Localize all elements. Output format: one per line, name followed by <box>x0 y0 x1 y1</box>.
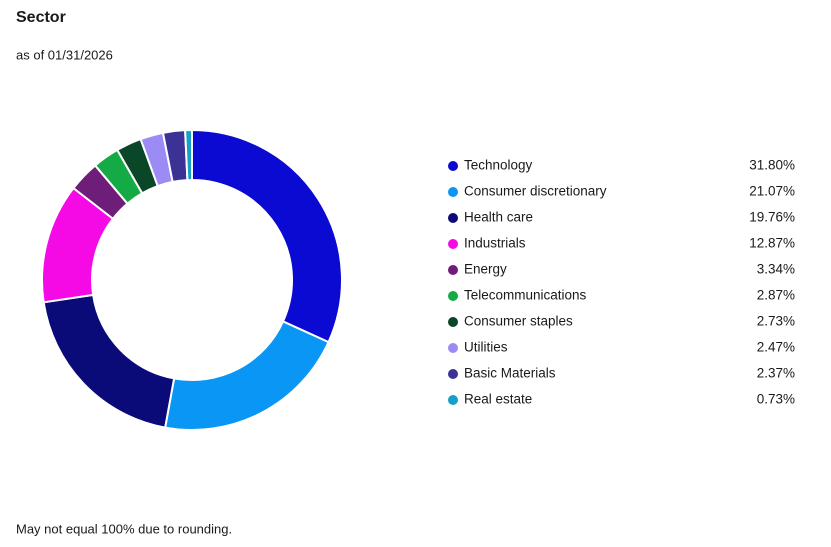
legend-value: 12.87% <box>749 236 795 251</box>
legend-label: Energy <box>464 262 507 277</box>
legend-label: Telecommunications <box>464 288 587 303</box>
legend-value: 21.07% <box>749 184 795 199</box>
legend-swatch <box>448 213 458 223</box>
legend-label: Real estate <box>464 392 532 407</box>
legend-value: 31.80% <box>749 158 795 173</box>
legend-label: Industrials <box>464 236 526 251</box>
legend-swatch <box>448 239 458 249</box>
donut-segment <box>184 129 193 182</box>
legend-label: Utilities <box>464 340 508 355</box>
legend-swatch <box>448 369 458 379</box>
legend-swatch <box>448 317 458 327</box>
donut-segment <box>191 129 343 344</box>
chart-note: May not equal 100% due to rounding. <box>16 521 232 536</box>
legend-swatch <box>448 395 458 405</box>
legend-label: Health care <box>464 210 533 225</box>
legend-value: 3.34% <box>757 262 795 277</box>
legend-value: 0.73% <box>757 392 795 407</box>
legend-value: 2.37% <box>757 366 795 381</box>
legend-value: 19.76% <box>749 210 795 225</box>
legend-value: 2.73% <box>757 314 795 329</box>
legend-swatch <box>448 291 458 301</box>
legend-label: Technology <box>464 158 533 173</box>
legend-swatch <box>448 265 458 275</box>
legend-value: 2.47% <box>757 340 795 355</box>
donut-segment <box>42 293 176 429</box>
donut-segment <box>164 320 330 431</box>
chart-subtitle: as of 01/31/2026 <box>16 47 113 62</box>
legend-label: Basic Materials <box>464 366 556 381</box>
legend-value: 2.87% <box>757 288 795 303</box>
legend-label: Consumer discretionary <box>464 184 607 199</box>
legend-swatch <box>448 161 458 171</box>
legend-swatch <box>448 187 458 197</box>
legend-swatch <box>448 343 458 353</box>
chart-title: Sector <box>16 9 66 26</box>
legend-label: Consumer staples <box>464 314 573 329</box>
